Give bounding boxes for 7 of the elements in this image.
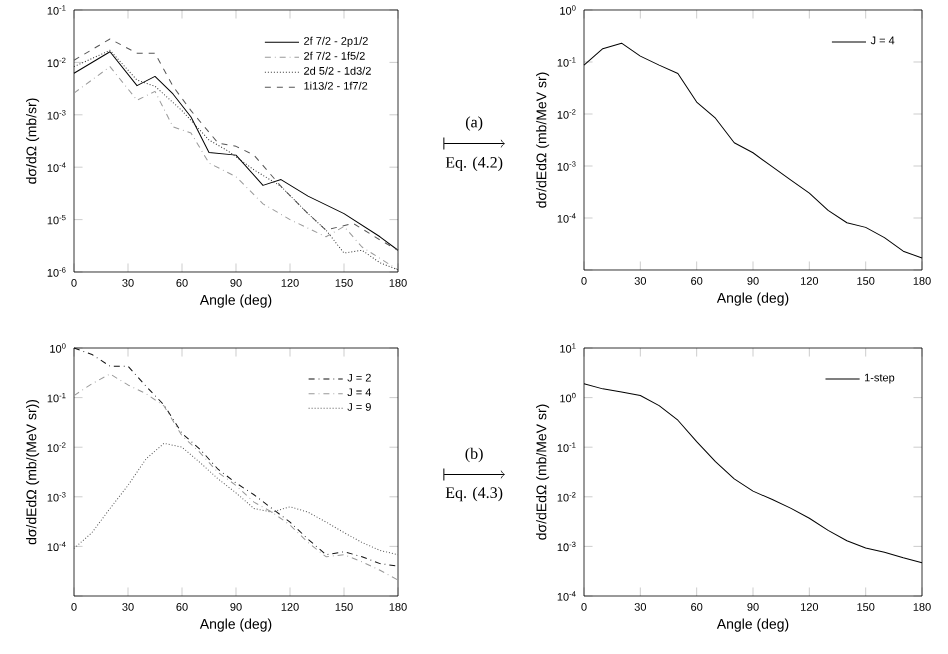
text: (b) <box>465 447 483 463</box>
line-series <box>73 347 399 567</box>
line-series <box>73 442 399 556</box>
text: (a) <box>465 116 483 131</box>
text: Eq. (4.3) <box>445 486 503 502</box>
line-series <box>73 373 399 581</box>
text: Eq. (4.2) <box>445 156 503 172</box>
